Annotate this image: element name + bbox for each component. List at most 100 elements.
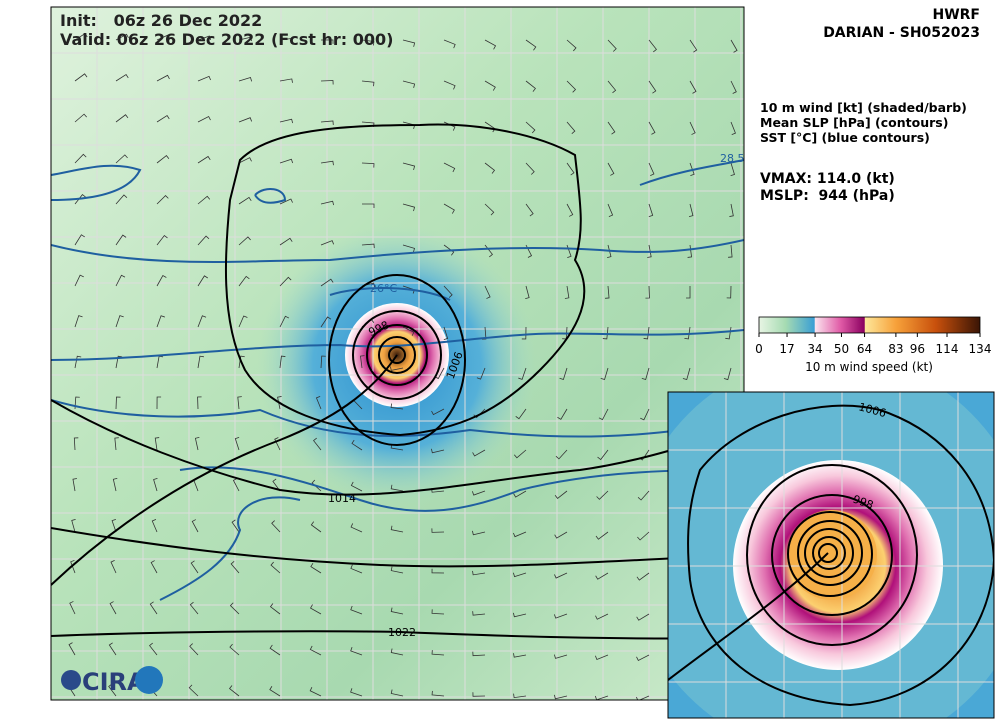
legend-line: SST [°C] (blue contours) [760, 130, 930, 145]
wind-barb [73, 437, 79, 451]
wind-barb [730, 80, 737, 94]
sst-label: 26°C [370, 282, 397, 295]
wind-barb [472, 530, 486, 536]
wind-barb [115, 355, 123, 369]
wind-barb [636, 572, 650, 581]
colorbar-tick-label: 50 [834, 342, 849, 356]
wind-barb [238, 157, 252, 164]
wind-barb [232, 478, 240, 492]
wind-barb [402, 162, 416, 171]
wind-barb [689, 121, 696, 135]
wind-barb [564, 285, 570, 299]
wind-barb [270, 561, 281, 574]
wind-barb [350, 523, 363, 533]
wind-barb [279, 355, 286, 369]
wind-barb [320, 240, 335, 246]
wind-barb [471, 490, 486, 496]
wind-barb [688, 203, 694, 218]
wind-barb [689, 162, 695, 177]
wind-barb [361, 203, 375, 209]
wind-barb [115, 114, 129, 123]
wind-barb [484, 203, 495, 216]
wind-barb [730, 121, 736, 135]
wind-barb [74, 33, 88, 41]
wind-barb [153, 477, 158, 492]
wind-barb [443, 162, 456, 173]
wind-barb [279, 198, 293, 205]
colorbar [758, 316, 981, 334]
wind-barb [484, 80, 496, 91]
wind-barb [197, 195, 211, 205]
wind-barb [730, 39, 738, 53]
wind-barb [156, 194, 169, 205]
wind-barb [115, 33, 129, 41]
wind-barb [598, 408, 609, 421]
wind-barb [555, 449, 568, 460]
wind-barb [115, 315, 124, 328]
colorbar-label: 10 m wind speed (kt) [805, 360, 933, 374]
storm-name: DARIAN - SH052023 [823, 25, 980, 41]
wind-barb [149, 601, 158, 615]
wind-barb [431, 650, 445, 656]
wind-barb [390, 648, 404, 656]
wind-barb [156, 114, 170, 123]
wind-barb [648, 203, 654, 218]
model-name: HWRF [932, 7, 980, 23]
wind-barb [361, 243, 375, 249]
wind-barb [320, 120, 334, 125]
wind-barb [197, 355, 204, 369]
wind-barb [390, 566, 404, 574]
wind-barb [390, 366, 404, 371]
main-map: 1014 1022 1006 998 26°C 28.5 Init: 06z 2… [51, 7, 744, 700]
wind-barb [525, 203, 534, 217]
wind-barb [682, 367, 691, 381]
wind-barb [472, 449, 486, 457]
wind-barb [554, 572, 568, 579]
wind-barb [238, 355, 245, 369]
wind-barb [472, 651, 486, 657]
inset-frame [667, 391, 995, 719]
legend-line: Mean SLP [hPa] (contours) [760, 115, 948, 130]
map-frame [50, 6, 745, 701]
wind-barb [149, 642, 158, 656]
wind-barb [313, 437, 322, 451]
wind-barb [443, 244, 455, 256]
wind-barb [320, 160, 334, 166]
vmax: VMAX: 114.0 (kt) [760, 171, 895, 187]
wind-barb [151, 519, 158, 533]
wind-barb [74, 396, 80, 410]
wind-barb [197, 35, 212, 41]
wind-barb [71, 518, 76, 533]
colorbar-tick-label: 34 [807, 342, 822, 356]
wind-barb [350, 564, 363, 574]
wind-barb [597, 449, 609, 461]
wind-barb [197, 115, 211, 123]
wind-barb [390, 607, 404, 615]
wind-barb [115, 73, 129, 82]
colorbar-tick-label: 64 [857, 342, 872, 356]
wind-barb [390, 484, 404, 492]
wind-barb [279, 38, 293, 43]
wind-barb [272, 478, 281, 492]
wind-barb [350, 647, 363, 656]
wind-barb [351, 439, 363, 451]
wind-barb [443, 80, 456, 90]
wind-barb [360, 355, 365, 369]
wind-barb [595, 572, 609, 580]
wind-barb [269, 603, 281, 615]
wind-barb [640, 408, 650, 421]
wind-barb [74, 234, 85, 246]
valid-time: Valid: 06z 26 Dec 2022 (Fcst hr: 000) [60, 30, 393, 49]
wind-barb [402, 244, 416, 253]
wind-barb [684, 326, 691, 340]
wind-barb [484, 162, 496, 174]
wind-barb [68, 642, 76, 656]
wind-barb [607, 162, 615, 176]
wind-barb [69, 601, 76, 615]
wind-barb [156, 234, 168, 246]
wind-barb [553, 613, 568, 619]
wind-barb [74, 194, 86, 205]
wind-barb [648, 162, 655, 176]
wind-barb [472, 570, 486, 576]
wind-barb [197, 155, 211, 164]
